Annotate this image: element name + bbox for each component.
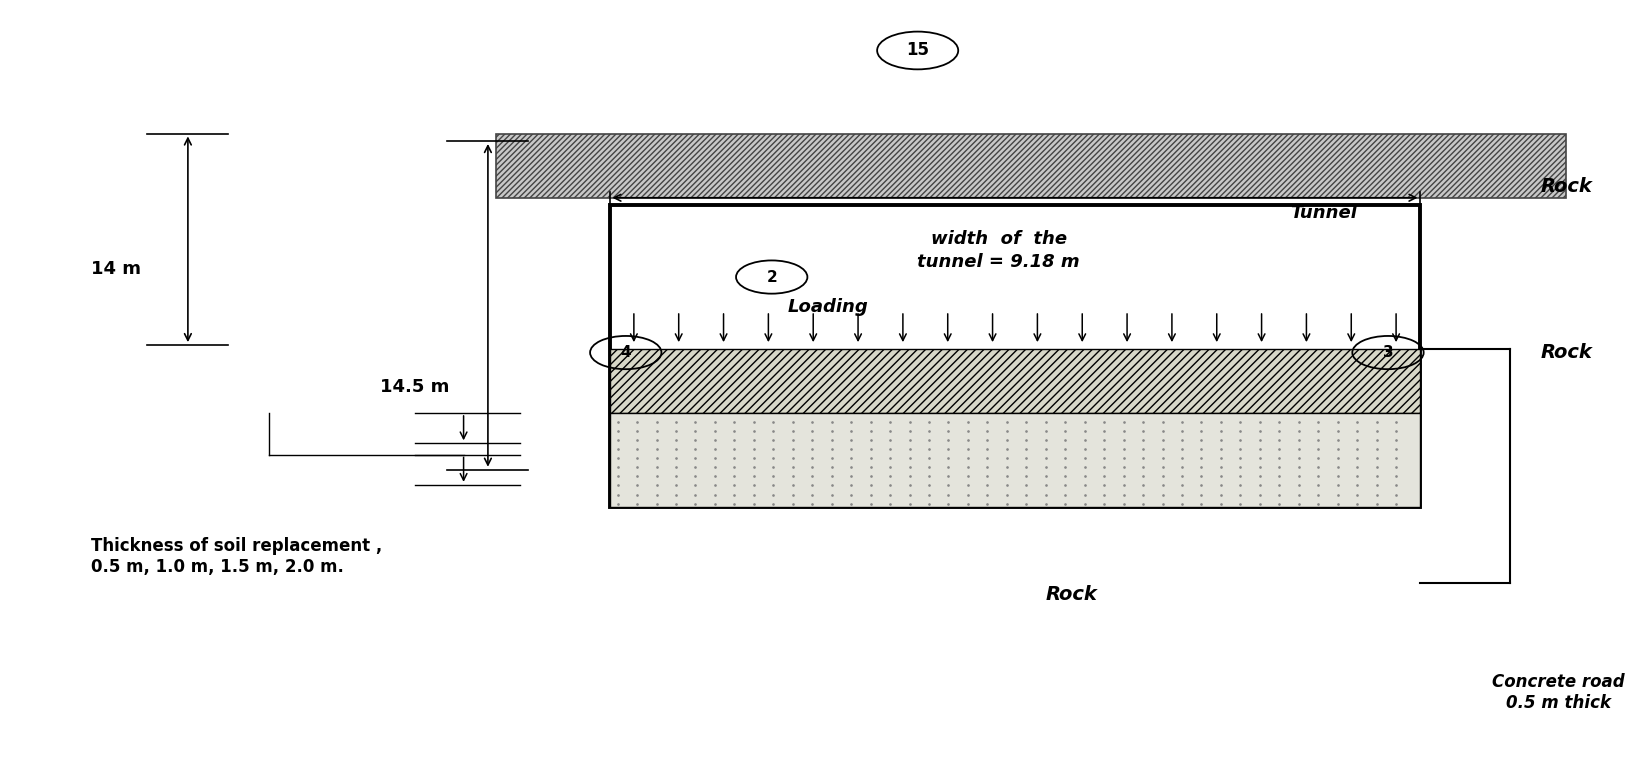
- Text: width  of  the: width of the: [931, 230, 1067, 249]
- Bar: [610, 349, 1419, 413]
- Text: 3: 3: [1382, 345, 1393, 360]
- Text: 15: 15: [906, 42, 929, 59]
- Text: 2: 2: [765, 270, 777, 284]
- Text: 14.5 m: 14.5 m: [380, 377, 449, 396]
- Text: 14 m: 14 m: [90, 261, 141, 278]
- Text: Rock: Rock: [1539, 177, 1591, 196]
- Text: 4: 4: [620, 345, 631, 360]
- Text: Loading: Loading: [788, 298, 869, 316]
- Text: Rock: Rock: [1046, 584, 1096, 603]
- Text: Concrete road
0.5 m thick: Concrete road 0.5 m thick: [1491, 673, 1624, 712]
- Bar: [610, 413, 1419, 507]
- Bar: [495, 133, 1565, 198]
- Text: tunnel = 9.18 m: tunnel = 9.18 m: [916, 253, 1080, 271]
- Text: Thickness of soil replacement ,
0.5 m, 1.0 m, 1.5 m, 2.0 m.: Thickness of soil replacement , 0.5 m, 1…: [90, 537, 382, 576]
- Bar: [610, 205, 1419, 507]
- Text: Rock: Rock: [1539, 343, 1591, 362]
- Text: Tunnel: Tunnel: [1288, 204, 1355, 222]
